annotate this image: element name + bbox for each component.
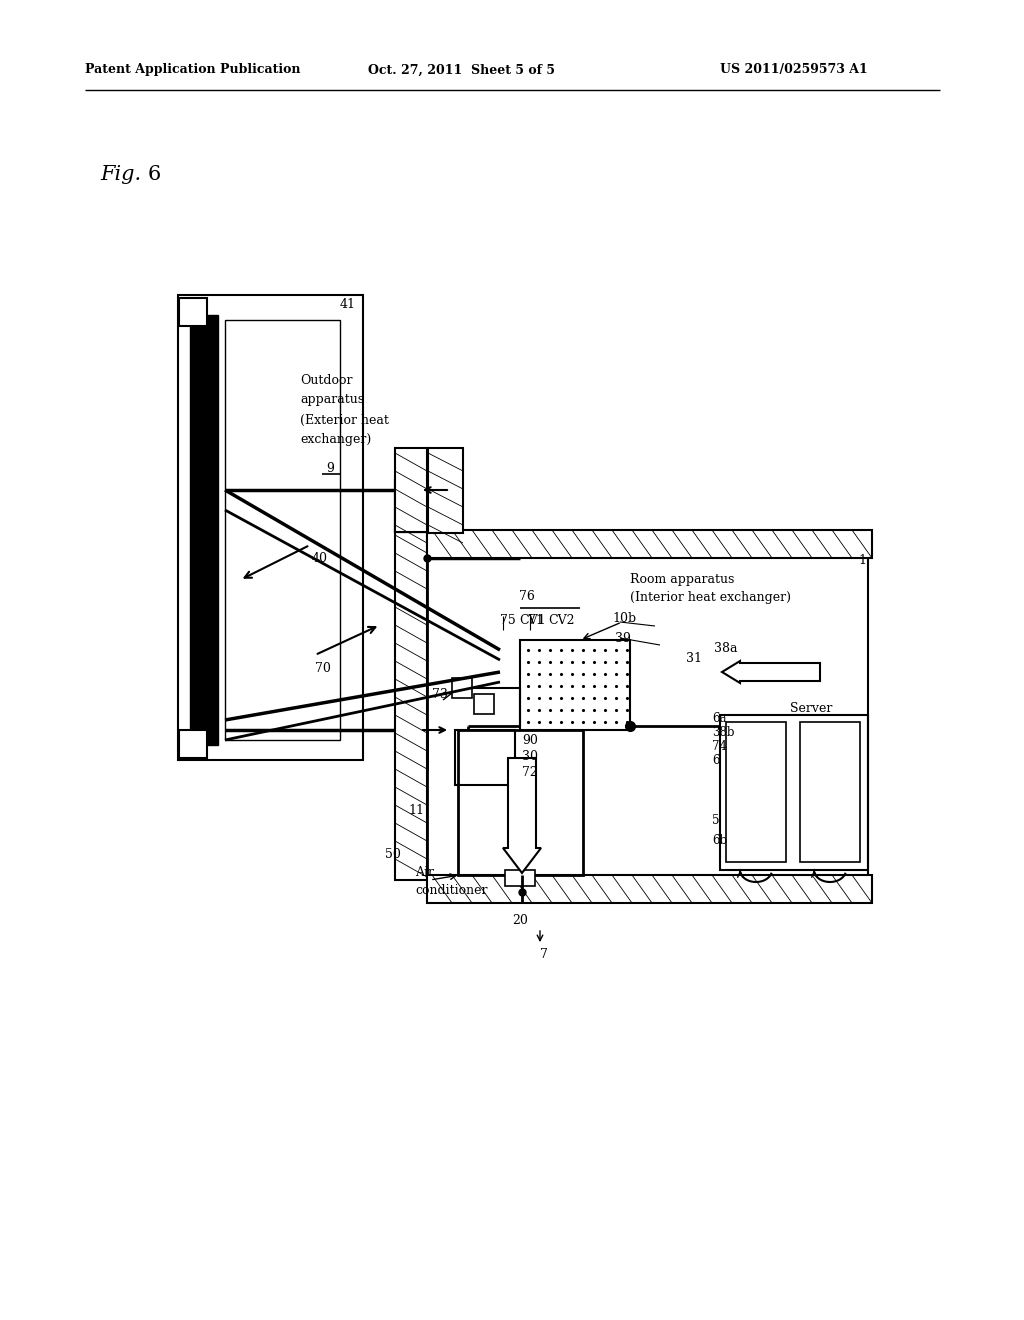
Bar xyxy=(505,870,535,886)
Bar xyxy=(474,694,494,714)
Bar xyxy=(720,715,868,870)
Bar xyxy=(190,315,218,744)
Text: 76: 76 xyxy=(519,590,535,603)
Bar xyxy=(452,678,472,698)
Text: Oct. 27, 2011  Sheet 5 of 5: Oct. 27, 2011 Sheet 5 of 5 xyxy=(368,63,555,77)
Text: 31: 31 xyxy=(686,652,702,664)
Bar xyxy=(179,298,207,326)
FancyArrow shape xyxy=(503,758,541,873)
Text: 41: 41 xyxy=(340,298,356,312)
Text: 7: 7 xyxy=(540,949,548,961)
Text: exchanger): exchanger) xyxy=(300,433,372,446)
Text: Outdoor: Outdoor xyxy=(300,374,352,387)
Text: 38b: 38b xyxy=(712,726,734,738)
Bar xyxy=(225,319,340,741)
Bar xyxy=(395,531,427,880)
Text: 20: 20 xyxy=(512,913,528,927)
Bar xyxy=(395,480,427,532)
Text: 6: 6 xyxy=(148,165,161,185)
Text: US 2011/0259573 A1: US 2011/0259573 A1 xyxy=(720,63,867,77)
Bar xyxy=(455,730,515,785)
Text: 6a: 6a xyxy=(712,711,726,725)
Text: 72: 72 xyxy=(522,766,538,779)
Text: Room apparatus: Room apparatus xyxy=(630,573,734,586)
Text: 90: 90 xyxy=(522,734,538,747)
Text: 6: 6 xyxy=(712,754,720,767)
Text: (Interior heat exchanger): (Interior heat exchanger) xyxy=(630,591,791,605)
Bar xyxy=(178,294,362,760)
Text: CV2: CV2 xyxy=(548,614,574,627)
Text: Patent Application Publication: Patent Application Publication xyxy=(85,63,300,77)
Bar xyxy=(458,730,583,875)
Bar xyxy=(427,531,872,558)
Text: CV1: CV1 xyxy=(519,614,546,627)
Text: 74: 74 xyxy=(712,739,727,752)
Bar xyxy=(395,447,427,532)
Text: 71: 71 xyxy=(528,614,544,627)
Bar xyxy=(179,730,207,758)
Text: 9: 9 xyxy=(326,462,334,474)
Text: 11: 11 xyxy=(408,804,424,817)
Bar xyxy=(427,875,872,903)
Text: conditioner: conditioner xyxy=(415,884,487,898)
Text: Fig.: Fig. xyxy=(100,165,141,185)
Text: (Exterior heat: (Exterior heat xyxy=(300,413,389,426)
Text: 30: 30 xyxy=(522,750,538,763)
Text: 70: 70 xyxy=(315,661,331,675)
Text: 39: 39 xyxy=(615,631,631,644)
Text: 38a: 38a xyxy=(714,642,737,655)
Bar xyxy=(800,722,860,862)
Text: 1: 1 xyxy=(858,553,866,566)
Text: Server: Server xyxy=(790,701,833,714)
Bar xyxy=(520,640,630,730)
Text: apparatus: apparatus xyxy=(300,393,365,407)
Bar xyxy=(395,480,427,532)
Bar xyxy=(726,722,786,862)
Text: 73: 73 xyxy=(432,688,447,701)
Text: 50: 50 xyxy=(385,849,400,862)
Text: 10b: 10b xyxy=(612,611,636,624)
FancyArrow shape xyxy=(722,661,820,682)
Text: 6b: 6b xyxy=(712,833,727,846)
Text: 75: 75 xyxy=(500,614,516,627)
Text: 5: 5 xyxy=(712,813,720,826)
Text: Air: Air xyxy=(415,866,434,879)
Bar xyxy=(428,447,463,533)
Text: 40: 40 xyxy=(312,552,328,565)
